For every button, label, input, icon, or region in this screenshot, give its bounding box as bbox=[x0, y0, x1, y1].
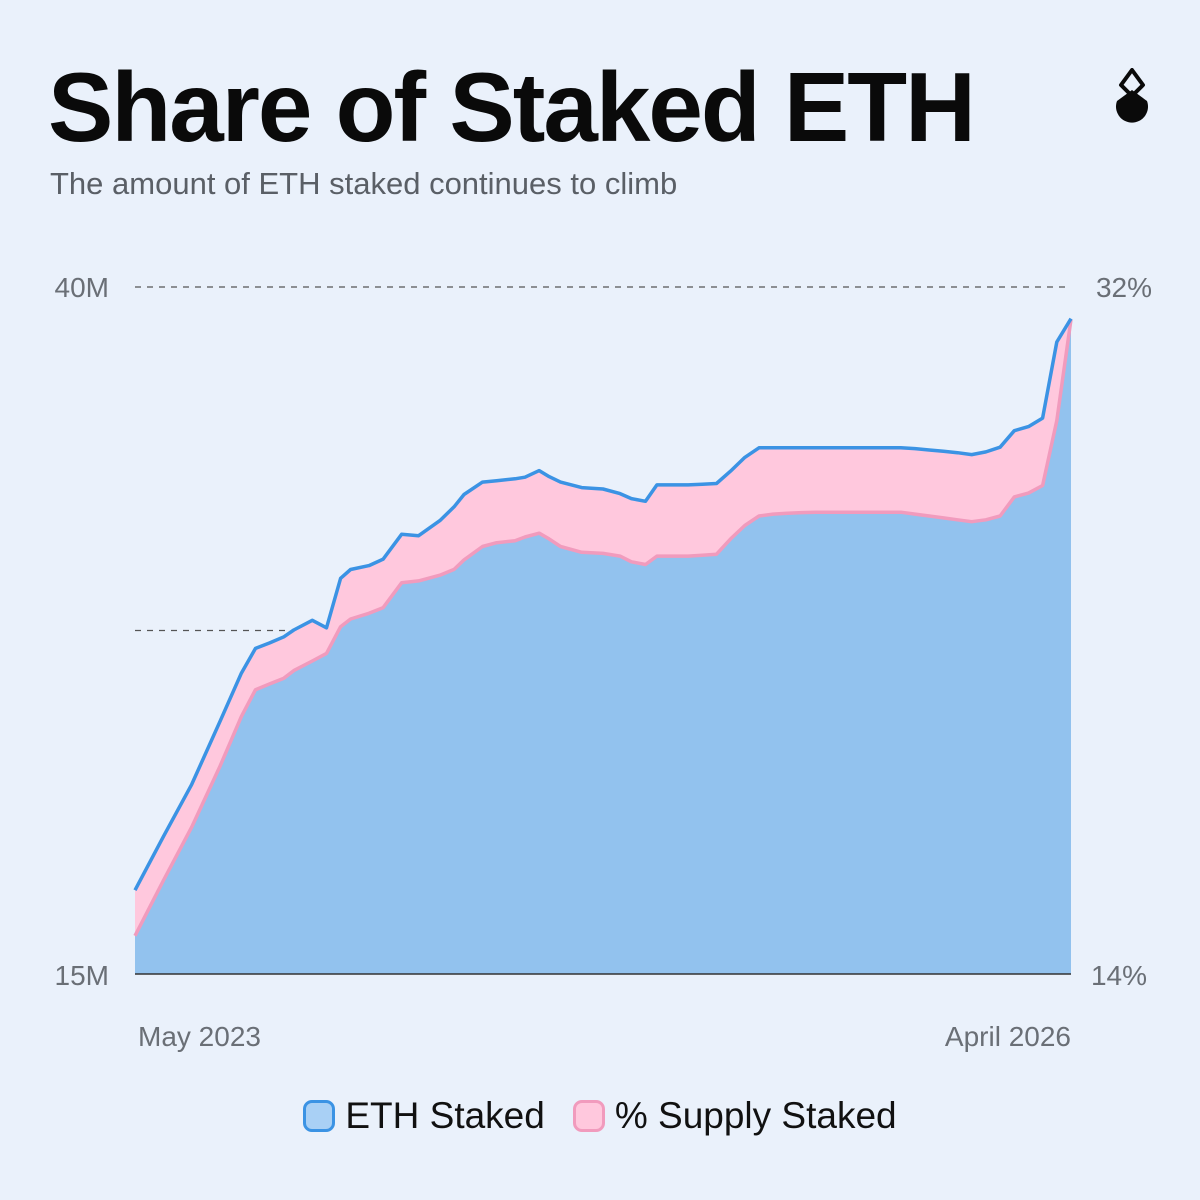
page-subtitle: The amount of ETH staked continues to cl… bbox=[50, 166, 678, 201]
y-left-tick-max: 40M bbox=[55, 272, 109, 303]
legend-item-eth-staked: ETH Staked bbox=[303, 1095, 545, 1137]
chart: 40M 15M 32% 14% May 2023 April 2026 bbox=[55, 272, 1152, 1052]
staking-drop-icon bbox=[1116, 68, 1148, 123]
eth-staked-swatch bbox=[303, 1100, 336, 1132]
eth-staked-line bbox=[133, 317, 1073, 892]
supply-band bbox=[135, 318, 1071, 936]
legend: ETH Staked % Supply Staked bbox=[0, 1095, 1200, 1137]
legend-label-eth-staked: ETH Staked bbox=[345, 1095, 545, 1136]
y-right-tick-max: 32% bbox=[1096, 272, 1152, 303]
eth-staked-area bbox=[135, 319, 1071, 974]
y-right-tick-min: 14% bbox=[1091, 960, 1147, 991]
x-tick-start: May 2023 bbox=[138, 1021, 261, 1052]
legend-item-supply-staked: % Supply Staked bbox=[572, 1095, 897, 1137]
page-title: Share of Staked ETH bbox=[48, 52, 976, 162]
legend-label-supply-staked: % Supply Staked bbox=[614, 1095, 897, 1136]
x-tick-end: April 2026 bbox=[945, 1021, 1071, 1052]
supply-staked-line bbox=[133, 319, 1073, 937]
supply-staked-swatch bbox=[572, 1100, 605, 1132]
y-left-tick-min: 15M bbox=[55, 960, 109, 991]
